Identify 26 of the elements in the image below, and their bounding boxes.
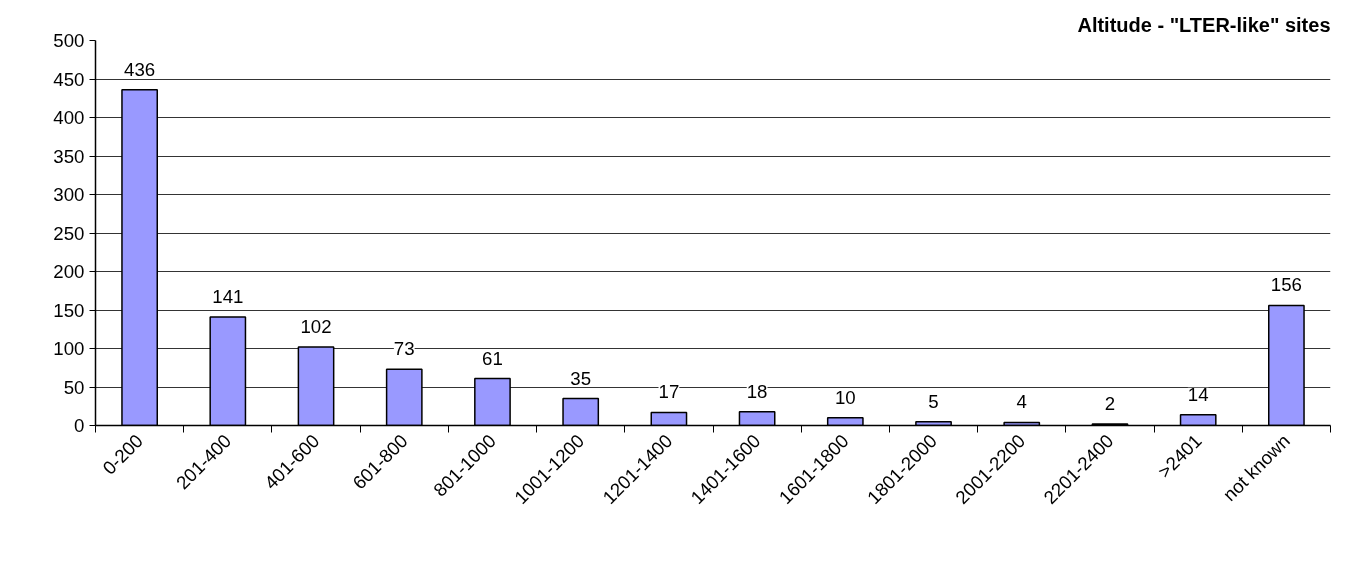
y-tick-label: 400 — [53, 107, 85, 128]
y-tick-label: 0 — [74, 415, 85, 436]
y-tick-label: 150 — [53, 299, 85, 321]
data-label: 61 — [482, 347, 503, 369]
data-label: 10 — [834, 386, 856, 408]
y-tick-label: 300 — [53, 184, 85, 205]
data-label: 102 — [300, 315, 332, 337]
data-label: 18 — [746, 380, 768, 402]
data-label: 156 — [1270, 274, 1302, 296]
y-tick-label: 250 — [53, 222, 85, 244]
y-tick-label: 350 — [53, 145, 85, 167]
data-label: 2 — [1104, 392, 1116, 414]
y-tick-label: 200 — [53, 261, 85, 282]
data-label: 14 — [1187, 383, 1209, 405]
chart-title: Altitude - "LTER-like" sites — [1077, 13, 1331, 36]
y-tick-label: 50 — [63, 376, 85, 398]
data-label: 73 — [393, 338, 415, 360]
data-label: 4 — [1016, 391, 1027, 413]
y-tick-label: 100 — [53, 338, 85, 359]
y-tick-label: 450 — [53, 68, 85, 90]
data-label: 5 — [928, 390, 939, 412]
data-label: 35 — [570, 367, 592, 389]
y-tick-label: 500 — [53, 30, 85, 51]
data-label: 141 — [212, 285, 244, 307]
data-label: 436 — [124, 58, 156, 80]
data-label: 17 — [658, 381, 680, 403]
